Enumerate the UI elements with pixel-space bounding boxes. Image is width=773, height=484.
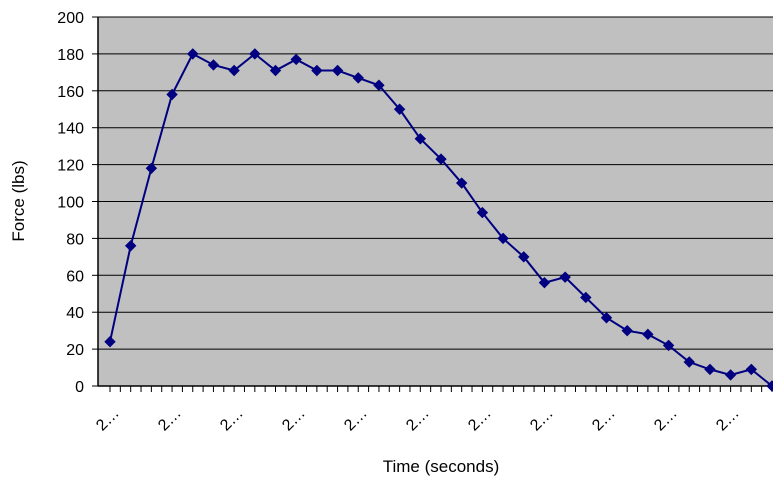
- x-tick-label: 2…: [217, 405, 247, 435]
- y-axis-title: Force (lbs): [9, 160, 28, 241]
- grid-lines: [98, 16, 773, 350]
- data-point: [600, 312, 613, 324]
- data-point: [290, 53, 302, 66]
- data-point: [683, 356, 695, 368]
- data-point: [166, 88, 178, 101]
- data-point: [476, 206, 489, 219]
- data-point: [766, 380, 773, 392]
- data-point: [518, 251, 530, 263]
- x-tick-label: 2…: [465, 405, 495, 435]
- data-point: [249, 48, 261, 60]
- y-tick-label: 80: [66, 231, 84, 248]
- y-tick-label: 120: [57, 158, 84, 175]
- data-point: [662, 339, 675, 352]
- x-tick-label: 2…: [527, 405, 557, 435]
- x-tick-label: 2…: [155, 405, 185, 435]
- x-tick-label: 2…: [403, 405, 433, 435]
- data-point: [393, 103, 406, 115]
- y-tick-label: 200: [57, 10, 84, 27]
- data-point: [331, 64, 344, 77]
- data-point: [745, 363, 758, 376]
- data-point: [724, 369, 737, 381]
- data-point: [642, 328, 654, 341]
- data-point: [704, 363, 716, 376]
- x-tick-label: 2…: [279, 405, 309, 435]
- data-point: [621, 324, 633, 337]
- y-tick-label: 180: [57, 47, 84, 64]
- data-point: [435, 153, 447, 165]
- y-tick-label: 140: [57, 121, 84, 138]
- x-tick-label: 2…: [341, 405, 371, 435]
- data-point: [414, 133, 427, 145]
- x-tick-labels: 2… 2… 2… 2… 2… 2… 2… 2… 2… 2… 2…: [93, 405, 743, 435]
- data-point: [269, 64, 282, 77]
- y-tick-label: 100: [57, 195, 84, 212]
- data-point: [124, 240, 137, 252]
- data-point: [455, 177, 468, 189]
- data-point: [352, 72, 364, 84]
- x-tick-label: 2…: [651, 405, 681, 435]
- data-point: [228, 64, 240, 77]
- x-axis-title: Time (seconds): [383, 457, 500, 476]
- data-point: [559, 271, 571, 283]
- y-tick-label: 40: [66, 305, 84, 322]
- x-tick-label: 2…: [589, 405, 619, 435]
- y-tick-labels: 0 20 40 60 80 100 120 140 160 180 200: [57, 10, 84, 396]
- data-point: [580, 291, 592, 304]
- data-point: [207, 59, 220, 71]
- data-point: [145, 162, 158, 174]
- y-tick-label: 20: [66, 342, 84, 359]
- x-tick-label: 2…: [713, 405, 743, 435]
- data-point: [104, 336, 116, 348]
- y-tick-label: 160: [57, 84, 84, 101]
- data-point: [311, 64, 323, 77]
- y-tick-label: 0: [75, 379, 84, 396]
- data-point: [187, 48, 199, 60]
- x-tick-label: 2…: [93, 405, 123, 435]
- series-markers: [104, 48, 773, 392]
- data-point: [373, 79, 385, 91]
- data-point: [497, 232, 509, 245]
- y-tick-label: 60: [66, 268, 84, 285]
- data-point: [538, 276, 551, 289]
- axes: [92, 16, 773, 392]
